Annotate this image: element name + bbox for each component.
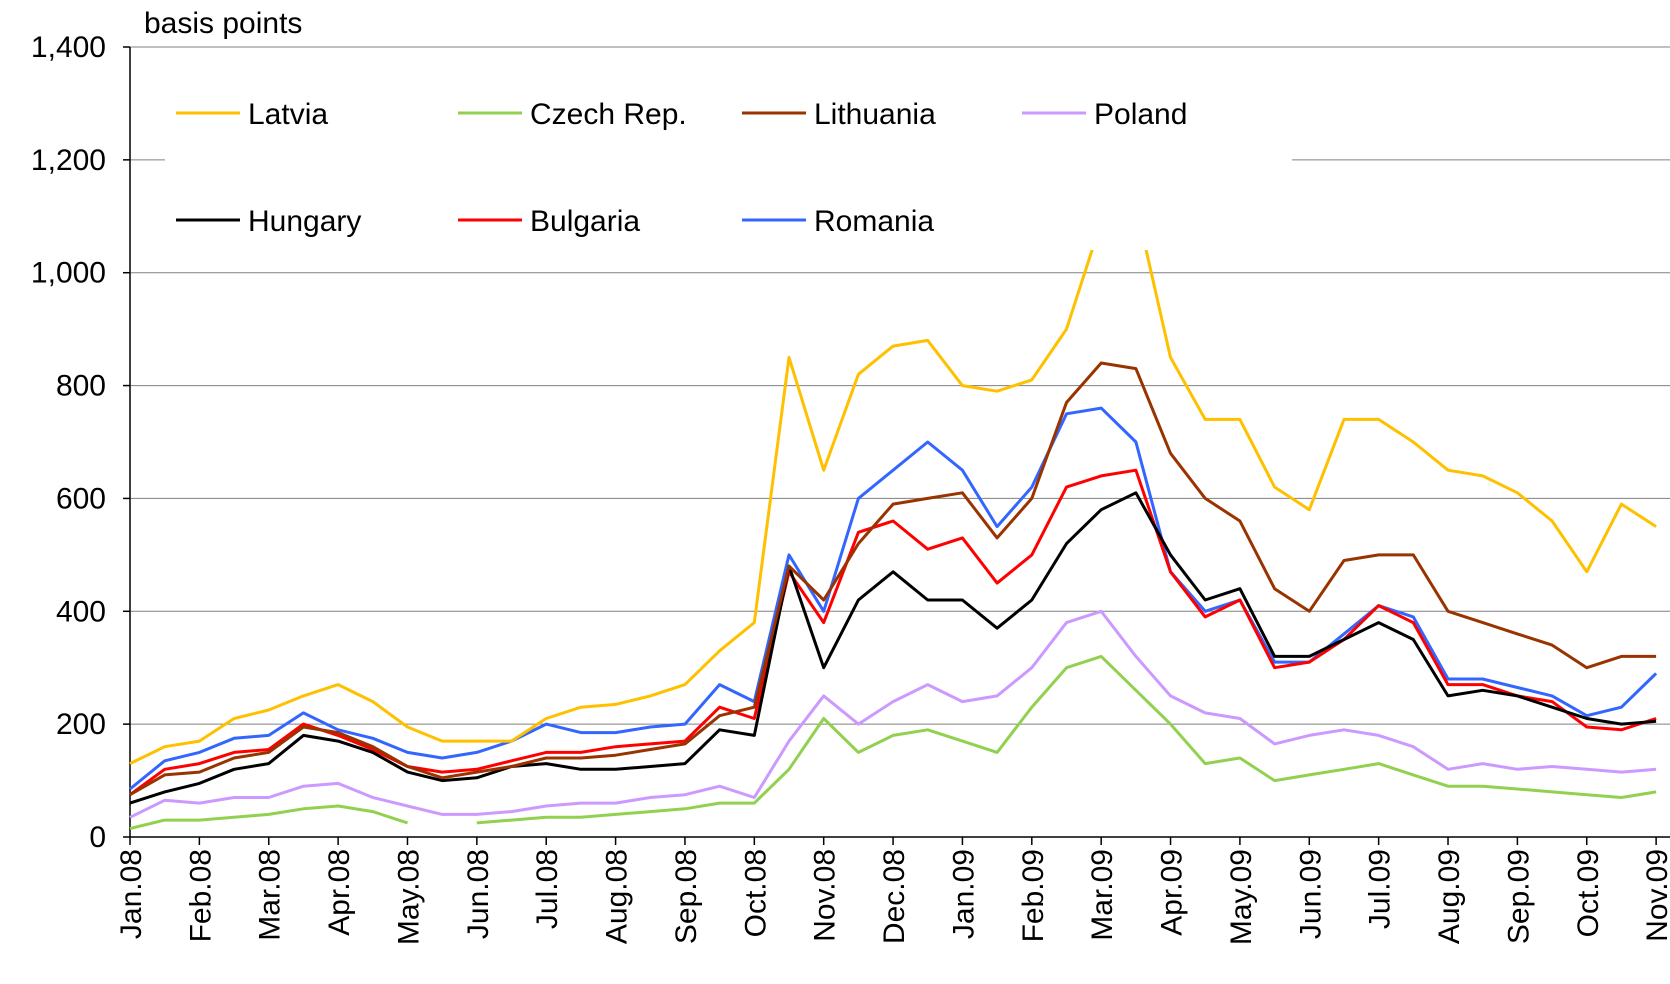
series-line (129, 406, 1658, 791)
x-tick-label: Jan.08 (115, 849, 148, 939)
y-tick-label: 0 (89, 821, 106, 854)
legend-label: Romania (814, 205, 934, 238)
x-tick-label: Oct.08 (739, 849, 772, 937)
x-tick-label: Jun.09 (1294, 849, 1327, 939)
legend-label: Hungary (248, 205, 361, 238)
x-tick-label: Jun.08 (462, 849, 495, 939)
x-tick-label: May.08 (392, 849, 425, 945)
y-tick-label: 400 (56, 595, 106, 628)
x-tick-label: Feb.08 (184, 849, 217, 942)
legend-background (165, 80, 1292, 250)
legend: Latvia Czech Rep. Lithuania Poland Hungary Bu… (165, 80, 1292, 250)
x-tick-label: Mar.09 (1086, 849, 1119, 941)
legend-label: Lithuania (814, 98, 936, 131)
x-tick-label: Jul.09 (1364, 849, 1397, 929)
legend-label: Czech Rep. (530, 98, 687, 131)
x-tick-label: Mar.08 (254, 849, 287, 941)
x-tick-label: Aug.09 (1433, 849, 1466, 944)
x-tick-label: Aug.08 (601, 849, 634, 944)
y-tick-label: 1,400 (31, 31, 106, 64)
series-line (129, 468, 1657, 796)
legend-label: Bulgaria (530, 205, 640, 238)
y-tick-label: 200 (56, 708, 106, 741)
x-tick-label: Apr.09 (1156, 849, 1189, 936)
x-tick-label: Sep.08 (670, 849, 703, 944)
legend-label: Poland (1094, 98, 1187, 131)
x-tick-label: Dec.08 (878, 849, 911, 944)
x-tick-label: Sep.09 (1502, 849, 1535, 944)
y-tick-label: 600 (56, 482, 106, 515)
y-tick-label: 1,000 (31, 257, 106, 290)
series-line (129, 654, 1657, 830)
legend-label: Latvia (248, 98, 328, 131)
x-tick-label: Jan.09 (947, 849, 980, 939)
y-tick-label: 800 (56, 370, 106, 403)
x-tick-label: Feb.09 (1017, 849, 1050, 942)
y-axis-label: basis points (144, 7, 302, 40)
x-tick-label: Apr.08 (323, 849, 356, 936)
series-line (129, 609, 1657, 819)
y-tick-label: 1,200 (31, 144, 106, 177)
x-tick-label: May.09 (1225, 849, 1258, 945)
x-tick-label: Oct.09 (1572, 849, 1605, 937)
x-tick-label: Nov.09 (1641, 849, 1670, 942)
x-tick-label: Nov.08 (809, 849, 842, 942)
series-line (129, 203, 1657, 765)
series-line (129, 491, 1657, 805)
x-tick-label: Jul.08 (531, 849, 564, 929)
series-line (129, 361, 1657, 797)
